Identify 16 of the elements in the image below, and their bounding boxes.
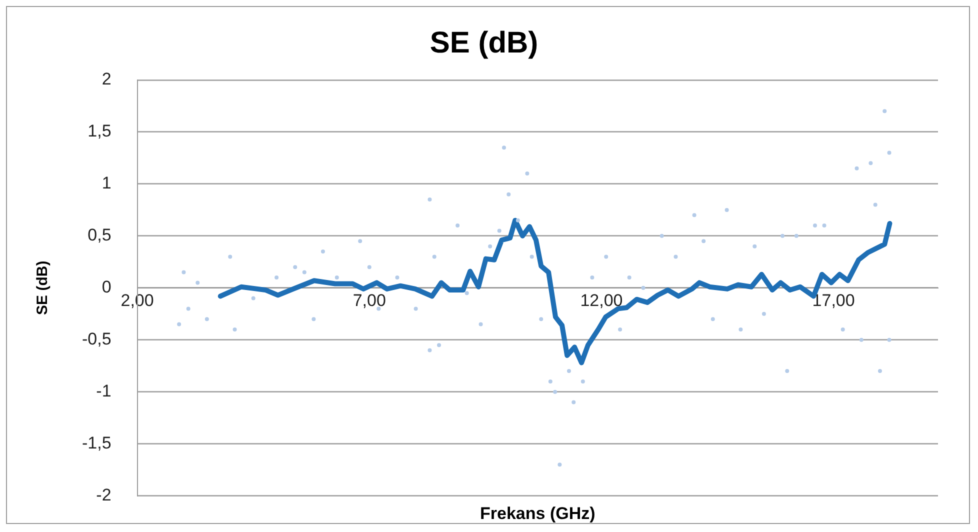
x-tick-label: 17,00 <box>812 290 855 310</box>
x-tick-label: 2,00 <box>120 290 154 310</box>
x-tick-label: 7,00 <box>352 290 386 310</box>
y-tick-label: 1,5 <box>88 122 112 141</box>
x-tick-label: 12,00 <box>580 290 623 310</box>
y-tick-label: 0,5 <box>88 226 112 245</box>
y-axis-title: SE (dB) <box>34 260 52 315</box>
y-tick-label: -1 <box>96 382 112 401</box>
y-tick-label: 1 <box>102 174 112 193</box>
y-tick-label: -0,5 <box>82 330 112 349</box>
y-tick-label: 2 <box>102 70 112 89</box>
y-tick-label: -1,5 <box>82 434 112 453</box>
x-axis-title: Frekans (GHz) <box>480 504 596 523</box>
y-tick-label: 0 <box>102 278 112 297</box>
y-tick-label: -2 <box>96 485 112 504</box>
chart-title: SE (dB) <box>430 26 538 60</box>
